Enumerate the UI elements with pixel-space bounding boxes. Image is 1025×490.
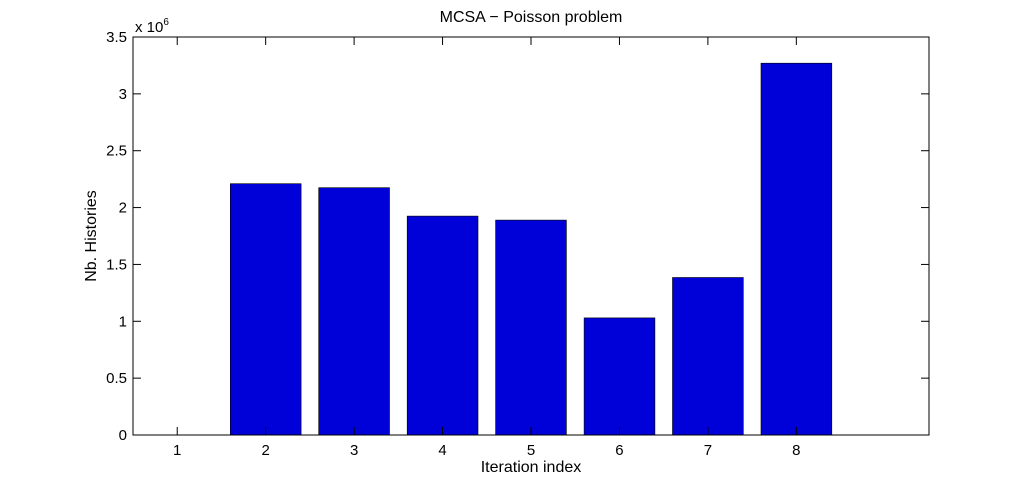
x-tick-label: 7 [704,442,712,459]
y-tick-label: 3.5 [106,29,127,46]
y-tick-label: 1.5 [106,256,127,273]
x-tick-label: 6 [615,442,623,459]
bar-4 [406,215,479,436]
x-tick-label: 4 [438,442,446,459]
chart-title: MCSA − Poisson problem [440,9,623,26]
bar-8 [760,62,833,436]
y-axis-title: Nb. Histories [83,190,100,282]
y-tick-label: 2.5 [106,143,127,160]
y-multiplier-exponent: 6 [163,17,169,28]
bars-group [230,62,833,436]
y-tick-label: 0 [119,427,127,444]
y-multiplier-base: x 10 [135,19,163,36]
x-tick-label: 3 [350,442,358,459]
y-tick-label: 0.5 [106,370,127,387]
x-tick-label: 5 [527,442,535,459]
x-tick-label: 2 [261,442,269,459]
bar-5 [495,219,567,436]
x-axis: 1 2 3 4 5 6 7 8 [173,37,801,459]
bar-6 [583,317,656,436]
bar-3 [318,187,390,436]
y-tick-label: 2 [119,200,127,217]
y-axis: 0 0.5 1 1.5 2 2.5 3 3.5 [106,29,929,444]
y-multiplier-label: x 106 [135,17,169,36]
bar-2 [230,183,302,436]
x-axis-title: Iteration index [481,459,582,476]
x-tick-label: 1 [173,442,181,459]
bar-7 [672,277,744,436]
x-tick-label: 8 [792,442,800,459]
y-tick-label: 3 [119,86,127,103]
y-tick-label: 1 [119,313,127,330]
